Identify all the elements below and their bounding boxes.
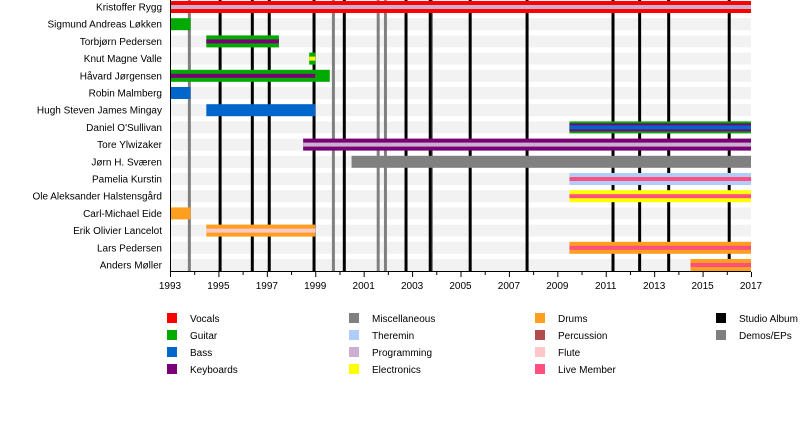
- legend-label: Programming: [372, 348, 432, 359]
- row-band: [170, 18, 751, 31]
- legend-swatch-guitar: [167, 330, 177, 340]
- member-name: Erik Olivier Lancelot: [73, 226, 162, 237]
- member-name: Torbjørn Pedersen: [80, 37, 162, 48]
- x-tick-label: 2009: [546, 281, 569, 292]
- legend-swatch-studio-album: [716, 313, 726, 323]
- row-band: [170, 52, 751, 65]
- member-bar-bass: [206, 104, 316, 117]
- member-name: Carl-Michael Eide: [83, 209, 162, 220]
- x-tick-label: 1995: [207, 281, 230, 292]
- x-tick-label: 2007: [498, 281, 521, 292]
- member-name: Håvard Jørgensen: [80, 70, 162, 82]
- member-name: Sigmund Andreas Løkken: [47, 20, 162, 31]
- row-band: [170, 87, 751, 99]
- member-bar-flute: [206, 228, 316, 233]
- x-tick-label: 2015: [691, 281, 714, 292]
- member-name: Kristoffer Rygg: [96, 3, 162, 14]
- legend-swatch-live-member: [535, 364, 545, 374]
- x-tick-label: 2011: [595, 281, 617, 292]
- legend-label: Bass: [190, 348, 212, 359]
- x-tick-label: 1993: [159, 281, 182, 292]
- legend-label: Live Member: [558, 365, 616, 376]
- legend-label: Demos/EPs: [739, 331, 792, 342]
- x-tick-label: 2005: [449, 281, 472, 292]
- legend-swatch-keyboards: [167, 364, 177, 374]
- legend-label: Miscellaneous: [372, 314, 435, 325]
- member-bar-programming: [170, 5, 751, 9]
- row-band: [170, 207, 751, 220]
- member-name: Ole Aleksander Halstensgård: [32, 191, 162, 203]
- row-band: [170, 259, 751, 271]
- member-bar-keyboards: [170, 73, 316, 78]
- member-bar-live-member: [569, 194, 751, 199]
- x-tick-label: 1999: [304, 281, 327, 292]
- member-name: Daniel O'Sullivan: [86, 123, 162, 134]
- legend-label: Theremin: [372, 331, 414, 342]
- member-name: Tore Ylwizaker: [97, 140, 163, 151]
- member-bar-miscellaneous: [351, 155, 751, 168]
- legend-swatch-percussion: [535, 330, 545, 340]
- legend-label: Flute: [558, 348, 581, 359]
- member-bar-electronics: [309, 56, 316, 61]
- legend-swatch-demos-eps: [716, 330, 726, 340]
- row-band: [170, 121, 751, 134]
- member-name: Lars Pedersen: [97, 243, 162, 254]
- legend-swatch-electronics: [349, 364, 359, 374]
- member-bar-live-member: [569, 245, 751, 250]
- member-bar-guitar: [170, 18, 191, 31]
- member-bar-bass: [569, 125, 751, 130]
- legend-swatch-miscellaneous: [349, 313, 359, 323]
- member-bar-keyboards: [206, 39, 279, 44]
- legend-swatch-vocals: [167, 313, 177, 323]
- member-name: Pamelia Kurstin: [92, 175, 162, 186]
- legend-label: Vocals: [190, 314, 219, 325]
- member-name: Jørn H. Sværen: [91, 157, 162, 168]
- legend-swatch-flute: [535, 347, 545, 357]
- legend-label: Guitar: [190, 331, 218, 342]
- x-tick-label: 2003: [401, 281, 424, 292]
- member-name: Hugh Steven James Mingay: [37, 106, 162, 117]
- member-bar-drums: [170, 207, 191, 220]
- legend-label: Keyboards: [190, 365, 238, 376]
- legend-label: Studio Album: [739, 314, 798, 325]
- legend-swatch-programming: [349, 347, 359, 357]
- legend-label: Drums: [558, 314, 587, 325]
- member-name: Anders Møller: [100, 261, 163, 272]
- x-tick-label: 2017: [740, 281, 763, 292]
- legend-swatch-drums: [535, 313, 545, 323]
- member-bar-bass: [170, 87, 191, 99]
- x-tick-label: 2001: [353, 281, 376, 292]
- legend-swatch-theremin: [349, 330, 359, 340]
- legend-label: Electronics: [372, 365, 421, 376]
- member-bar-live-member: [690, 263, 751, 267]
- member-bar-programming: [303, 142, 751, 147]
- legend-label: Percussion: [558, 331, 607, 342]
- x-tick-label: 2013: [643, 281, 666, 292]
- legend-swatch-bass: [167, 347, 177, 357]
- member-name: Robin Malmberg: [89, 89, 162, 100]
- x-tick-label: 1997: [256, 281, 279, 292]
- member-name: Knut Magne Valle: [84, 54, 163, 65]
- member-bar-live-member: [569, 177, 751, 181]
